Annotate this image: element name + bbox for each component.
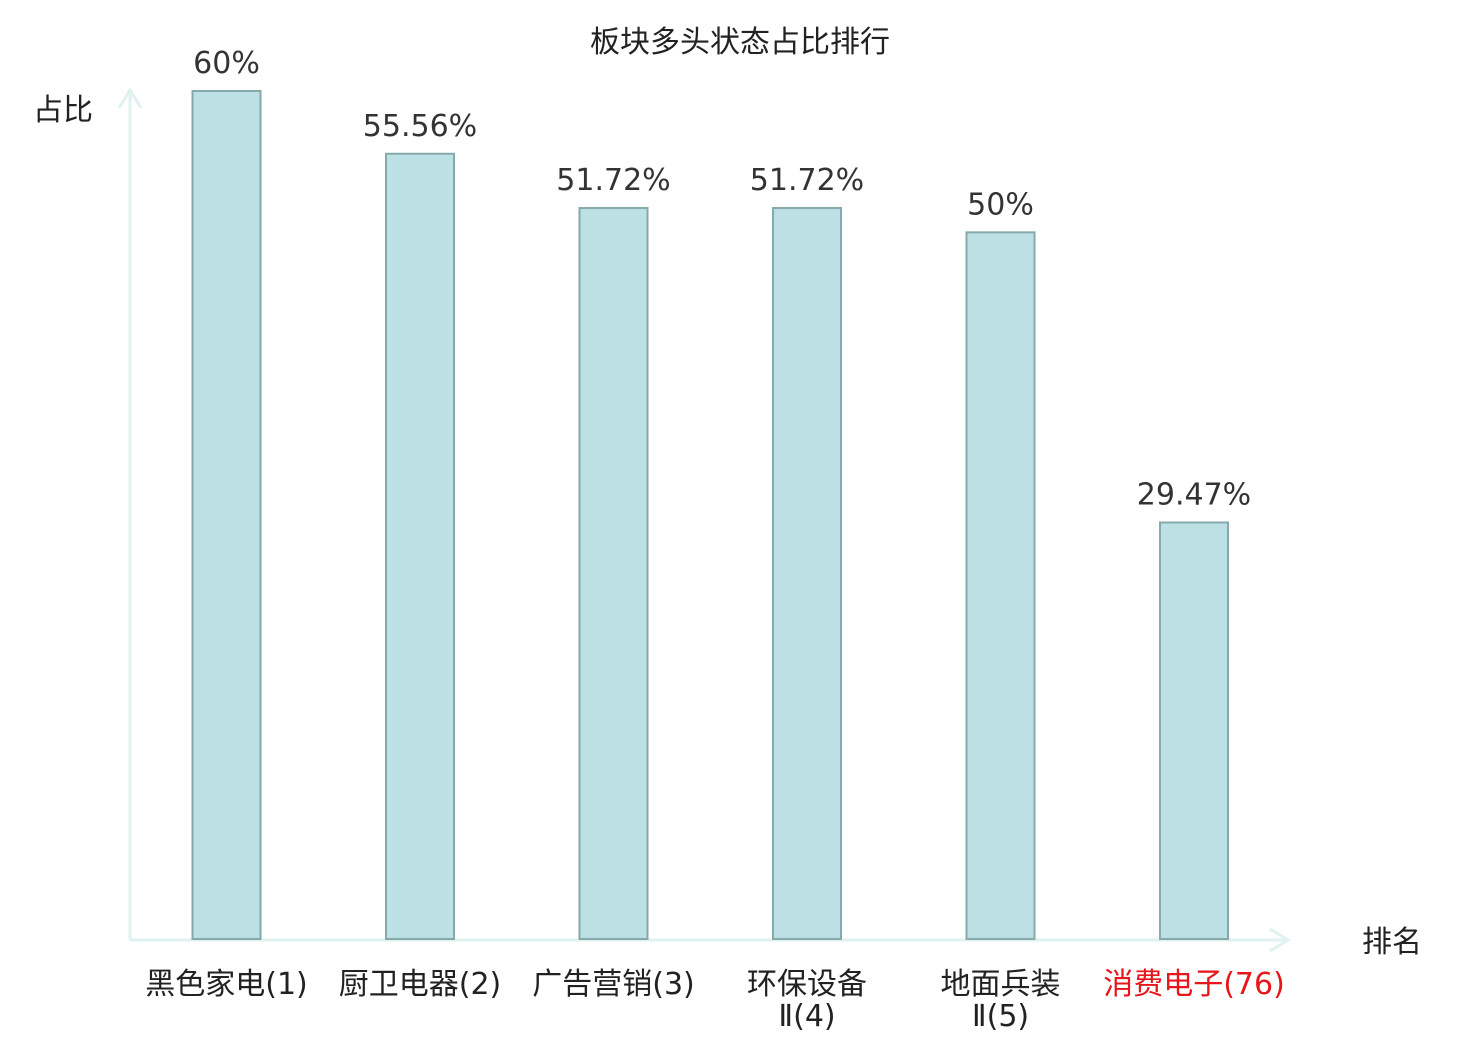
bar-value-label: 29.47%	[1137, 477, 1251, 512]
value-labels-group: 60% 55.56% 51.72% 51.72% 50% 29.47%	[193, 46, 1251, 512]
y-axis-label: 占比	[33, 93, 93, 128]
x-tick-label: 厨卫电器(2)	[339, 967, 502, 1002]
x-tick-label: Ⅱ(4)	[778, 999, 835, 1034]
x-tick-label: 广告营销(3)	[532, 967, 695, 1002]
bar	[385, 152, 455, 940]
bar	[772, 207, 842, 941]
bar-value-label: 60%	[193, 46, 260, 81]
y-axis-arrow	[117, 87, 143, 109]
bar-value-label: 51.72%	[750, 163, 864, 198]
x-tick-label: 消费电子(76)	[1103, 967, 1285, 1002]
bars-group	[191, 90, 1229, 941]
bar	[965, 231, 1036, 941]
bar	[578, 207, 649, 941]
x-tick-label: 环保设备	[747, 967, 867, 1002]
bar-value-label: 51.72%	[556, 163, 670, 198]
bar	[191, 90, 262, 940]
bar-value-label: 55.56%	[363, 109, 477, 144]
x-axis-arrow	[1269, 927, 1291, 953]
chart-title: 板块多头状态占比排行	[590, 25, 890, 60]
bar	[1159, 521, 1229, 940]
x-axis-label: 排名	[1362, 925, 1422, 960]
x-tick-label: 黑色家电(1)	[145, 967, 308, 1002]
x-tick-label: Ⅱ(5)	[972, 999, 1029, 1034]
x-tick-label: 地面兵装	[941, 967, 1061, 1002]
bar-value-label: 50%	[967, 187, 1034, 222]
